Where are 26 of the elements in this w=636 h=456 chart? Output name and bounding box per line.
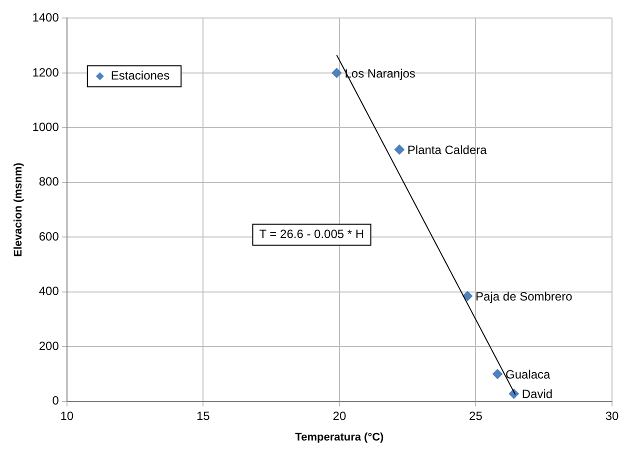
x-tick-label: 20: [332, 408, 346, 423]
y-tick-label: 800: [38, 174, 60, 189]
point: [462, 291, 473, 302]
annotation: Planta Caldera: [407, 142, 488, 157]
annotation: Paja de Sombrero: [476, 289, 573, 304]
y-tick-label: 1400: [32, 10, 60, 25]
y-tick-label: 1200: [32, 65, 60, 80]
x-tick-label: 10: [60, 408, 74, 423]
annotation: Los Naranjos: [344, 66, 416, 80]
annotation: T = 26.6 - 0.005 * H: [259, 227, 364, 242]
point: [332, 68, 342, 78]
x-tick-label: 25: [469, 408, 483, 423]
legend-label: Estaciones: [110, 68, 170, 83]
y-tick-label: 400: [38, 284, 60, 298]
x-tick-label: 15: [196, 408, 210, 423]
y-tick-label: 200: [38, 338, 60, 353]
x-tick-label: 30: [605, 408, 619, 423]
y-tick-label: 0: [52, 394, 60, 408]
annotation: David: [522, 387, 553, 402]
point: [492, 369, 503, 380]
y-axis-title: Elevacion (msnm): [12, 162, 25, 257]
point: [394, 144, 404, 155]
y-tick-label: 1000: [32, 120, 60, 134]
x-axis-title: Temperatura (°C): [295, 431, 384, 444]
annotation: Gualaca: [506, 367, 551, 382]
y-tick-label: 600: [38, 229, 60, 244]
